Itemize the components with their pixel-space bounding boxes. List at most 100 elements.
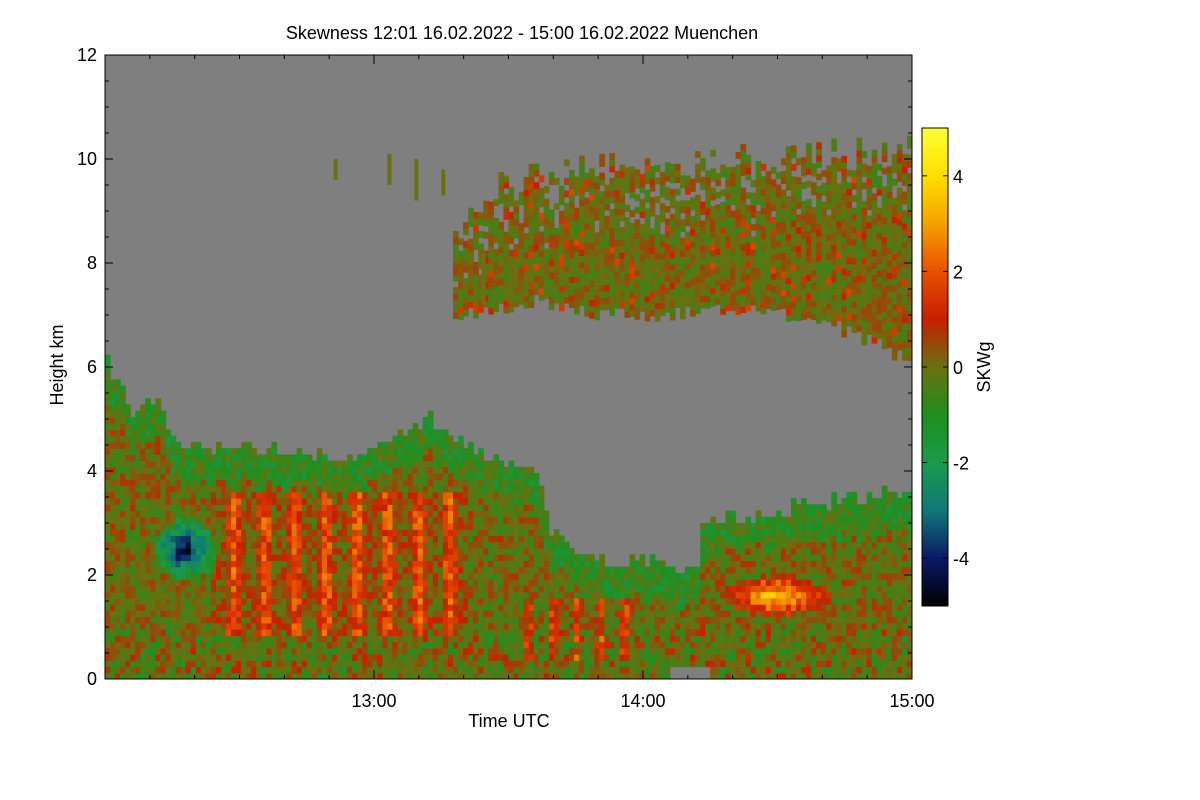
heatmap-cell (629, 604, 636, 611)
heatmap-cell (422, 641, 429, 649)
heatmap-cell (649, 554, 656, 562)
heatmap-cell (316, 610, 323, 618)
heatmap-cell (115, 441, 121, 449)
heatmap-cell (503, 616, 510, 624)
heatmap-cell (705, 585, 711, 593)
heatmap-cell (614, 283, 621, 291)
heatmap-cell (468, 591, 474, 599)
heatmap-cell (553, 666, 560, 674)
heatmap-cell (649, 247, 656, 254)
heatmap-cell (644, 616, 651, 624)
heatmap-cell (569, 572, 575, 580)
heatmap-cell (463, 460, 469, 468)
heatmap-cell (488, 579, 494, 586)
heatmap-cell (513, 504, 520, 512)
heatmap-cell (700, 566, 706, 574)
heatmap-cell (629, 572, 636, 580)
heatmap-cell (488, 232, 494, 240)
heatmap-cell (442, 547, 449, 555)
heatmap-cell (453, 647, 459, 655)
heatmap-cell (362, 547, 368, 555)
heatmap-cell (246, 572, 252, 580)
heatmap-cell (215, 585, 222, 593)
heatmap-cell (523, 604, 530, 611)
heatmap-cell (271, 466, 278, 474)
heatmap-cell (175, 641, 182, 649)
heatmap-cell (690, 216, 696, 224)
heatmap-cell (407, 435, 414, 443)
heatmap-cell (301, 610, 308, 618)
heatmap-cell (639, 604, 646, 611)
heatmap-cell (316, 585, 323, 593)
heatmap-cell (387, 647, 394, 655)
heatmap-cell (458, 288, 464, 296)
heatmap-cell (463, 591, 469, 599)
heatmap-cell (226, 504, 232, 512)
heatmap-cell (528, 560, 535, 568)
heatmap-cell (705, 604, 711, 611)
heatmap-cell (367, 498, 373, 505)
heatmap-cell (659, 246, 666, 254)
heatmap-cell (508, 654, 515, 661)
heatmap-cell (296, 572, 303, 580)
heatmap-cell (669, 641, 676, 649)
heatmap-cell (362, 529, 368, 537)
heatmap-cell (488, 257, 494, 265)
heatmap-cell (135, 473, 141, 480)
heatmap-cell (614, 672, 621, 679)
heatmap-cell (387, 485, 394, 493)
heatmap-cell (594, 616, 600, 624)
heatmap-cell (145, 604, 151, 611)
heatmap-cell (281, 529, 288, 537)
heatmap-cell (528, 554, 535, 562)
heatmap-cell (205, 660, 212, 668)
heatmap-cell (160, 448, 167, 455)
heatmap-cell (337, 535, 343, 543)
heatmap-cell (347, 654, 353, 661)
heatmap-cell (523, 245, 530, 253)
heatmap-cell (251, 554, 257, 562)
heatmap-cell (135, 454, 141, 462)
heatmap-cell (710, 591, 716, 599)
heatmap-cell (115, 479, 121, 487)
heatmap-cell (518, 591, 525, 599)
heatmap-cell (518, 616, 525, 624)
heatmap-cell (190, 585, 197, 593)
heatmap-cell (518, 498, 525, 505)
heatmap-cell (210, 622, 217, 630)
heatmap-cell (473, 498, 479, 505)
heatmap-cell (231, 647, 237, 655)
heatmap-cell (473, 566, 479, 574)
heatmap-cell (493, 466, 500, 474)
heatmap-cell (624, 666, 631, 674)
heatmap-cell (569, 213, 575, 221)
heatmap-cell (649, 203, 656, 211)
heatmap-cell (563, 221, 570, 229)
heatmap-cell (569, 301, 575, 308)
heatmap-cell (437, 441, 444, 449)
heatmap-cell (558, 654, 565, 661)
heatmap-cell (115, 529, 121, 537)
heatmap-cell (614, 264, 621, 272)
heatmap-cell (276, 560, 283, 568)
heatmap-cell (488, 276, 494, 284)
heatmap-cell (543, 204, 550, 212)
heatmap-cell (468, 547, 474, 555)
heatmap-cell (301, 498, 308, 505)
heatmap-cell (281, 560, 288, 568)
heatmap-cell (518, 654, 525, 661)
heatmap-cell (226, 448, 232, 455)
heatmap-cell (417, 560, 424, 568)
heatmap-cell (226, 547, 232, 555)
heatmap-cell (609, 610, 616, 618)
heatmap-cell (488, 566, 494, 574)
heatmap-cell (110, 660, 116, 668)
heatmap-cell (528, 201, 535, 209)
heatmap-cell (387, 672, 394, 679)
heatmap-cell (594, 276, 600, 283)
heatmap-cell (185, 579, 192, 586)
heatmap-cell (306, 635, 313, 643)
heatmap-cell (685, 635, 691, 643)
heatmap-cell (528, 473, 535, 480)
heatmap-cell (266, 448, 273, 455)
